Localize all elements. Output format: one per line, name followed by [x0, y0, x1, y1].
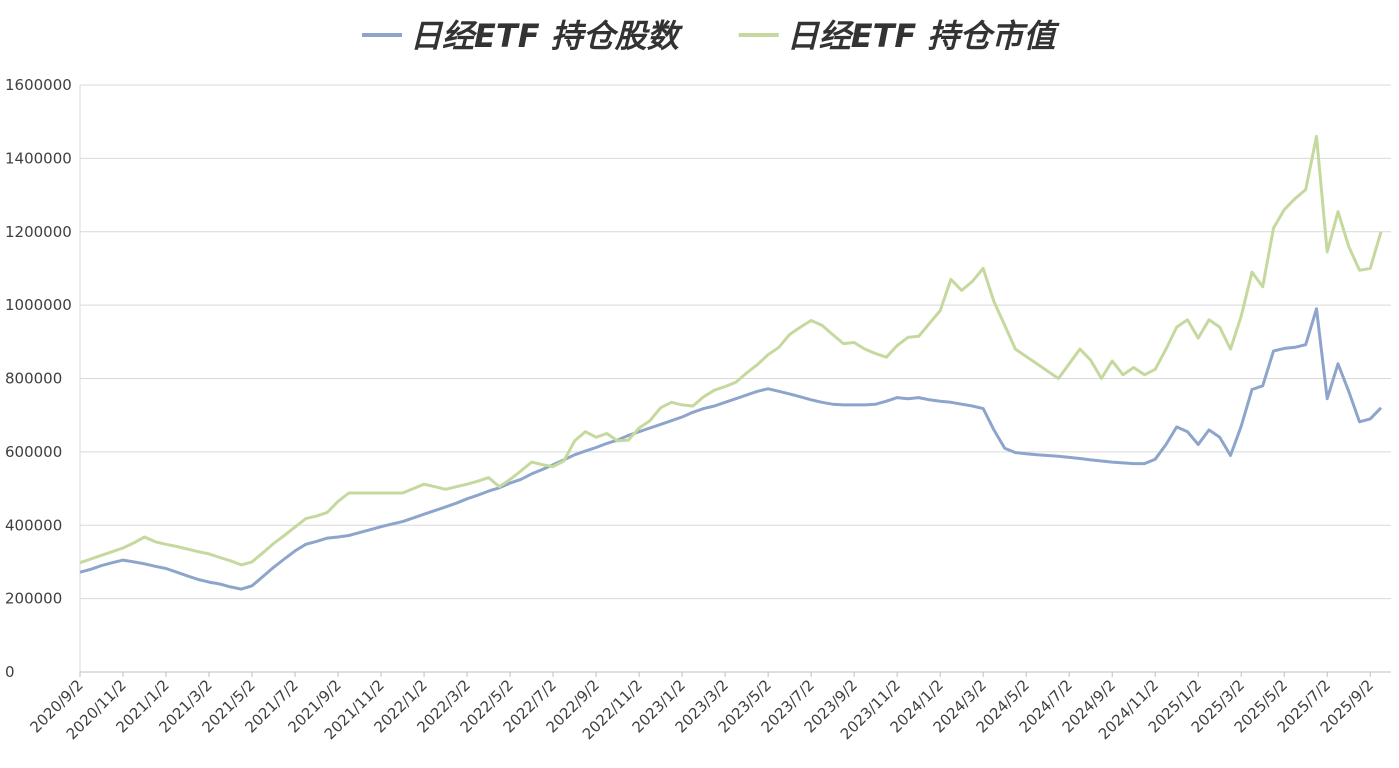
- y-tick-label: 600000: [5, 443, 62, 461]
- series-line: [79, 134, 1383, 567]
- y-tick-label: 1000000: [5, 296, 72, 314]
- y-tick-label: 1400000: [5, 149, 72, 167]
- y-tick-label: 200000: [5, 590, 62, 608]
- legend-label: 日经ETF 持仓股数: [410, 17, 684, 55]
- y-tick-label: 400000: [5, 516, 62, 534]
- y-tick-label: 1600000: [5, 76, 72, 94]
- legend-label: 日经ETF 持仓市值: [787, 17, 1061, 55]
- y-tick-label: 1200000: [5, 223, 72, 241]
- y-tick-label: 0: [5, 663, 15, 681]
- series-line: [79, 307, 1383, 591]
- y-tick-label: 800000: [5, 370, 62, 388]
